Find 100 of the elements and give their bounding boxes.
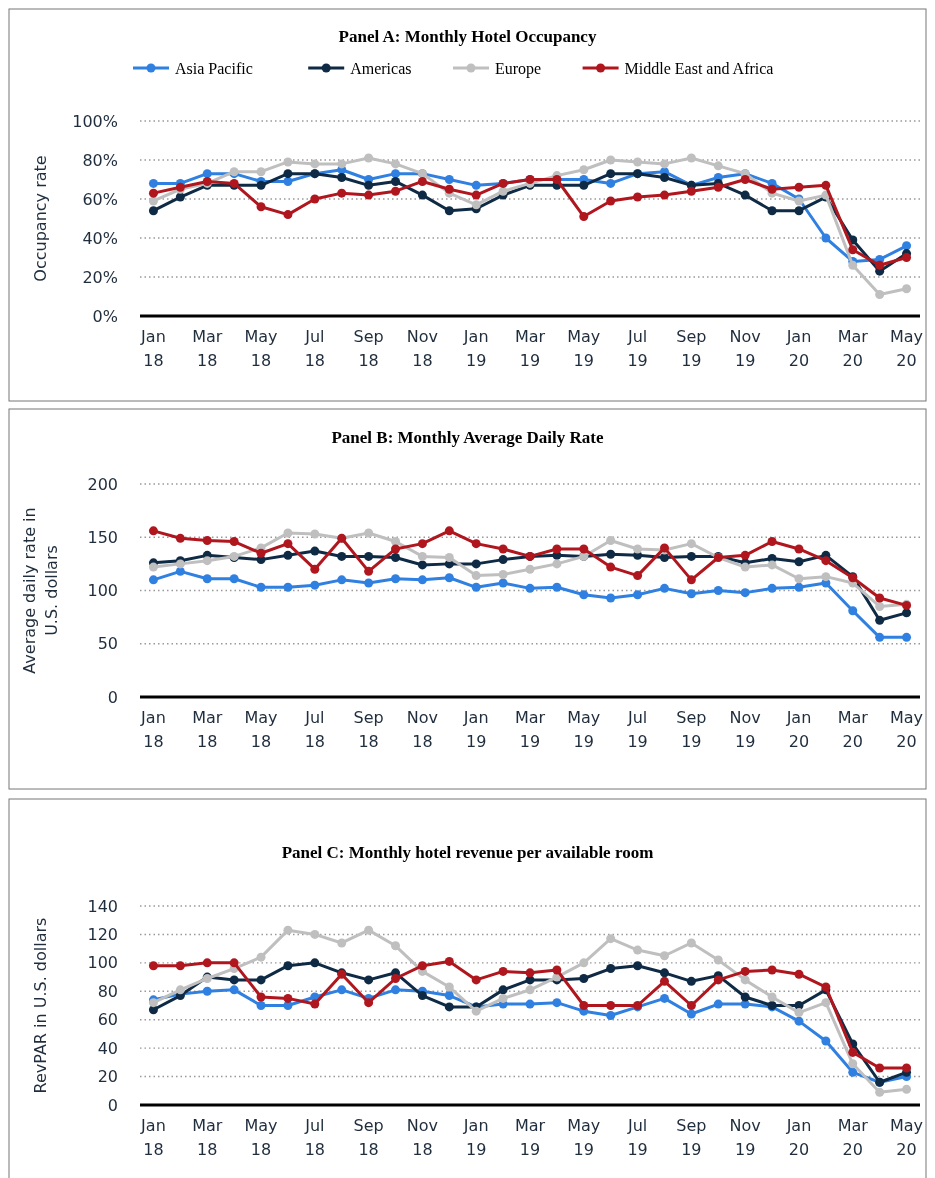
x-tick-label: Jul 19 xyxy=(626,1116,648,1159)
x-tick-label: May 19 xyxy=(567,327,601,370)
chart-title: Panel B: Monthly Average Daily Rate xyxy=(331,428,605,447)
point xyxy=(283,925,293,935)
point xyxy=(310,958,320,968)
point xyxy=(606,196,616,206)
point xyxy=(229,537,239,547)
point xyxy=(713,955,723,965)
point xyxy=(740,588,750,598)
point xyxy=(821,998,831,1008)
point xyxy=(821,180,831,190)
point xyxy=(902,632,912,642)
y-tick-label: 40% xyxy=(82,228,118,248)
point xyxy=(767,992,777,1002)
point xyxy=(633,544,643,554)
point xyxy=(794,206,804,216)
y-tick-label: 60% xyxy=(82,189,118,209)
point xyxy=(202,535,212,545)
point xyxy=(283,169,293,179)
point xyxy=(794,969,804,979)
point xyxy=(337,575,347,585)
point xyxy=(148,562,158,572)
point xyxy=(794,582,804,592)
point xyxy=(148,188,158,198)
point xyxy=(686,539,696,549)
point xyxy=(821,233,831,243)
x-tick-label: Jan 18 xyxy=(140,708,166,751)
point xyxy=(686,938,696,948)
x-tick-label: Mar 19 xyxy=(514,708,546,751)
point xyxy=(283,157,293,167)
point xyxy=(202,574,212,584)
point xyxy=(525,985,535,995)
legend-label: Asia Pacific xyxy=(175,59,253,77)
x-tick-label: Jan 20 xyxy=(785,327,812,370)
x-tick-label: Nov 18 xyxy=(406,708,439,751)
point xyxy=(875,290,885,300)
point xyxy=(417,176,427,186)
point xyxy=(659,968,669,978)
point xyxy=(310,194,320,204)
point xyxy=(740,175,750,184)
point xyxy=(686,186,696,196)
point xyxy=(686,575,696,585)
point xyxy=(391,159,401,169)
point xyxy=(579,165,589,175)
point xyxy=(633,945,643,955)
point xyxy=(552,582,562,592)
point xyxy=(229,985,239,995)
point xyxy=(848,1067,858,1077)
point xyxy=(417,991,427,1001)
x-tick-label: Jul 18 xyxy=(304,708,326,751)
point xyxy=(821,572,831,582)
point xyxy=(256,1001,266,1010)
y-tick-label: 0% xyxy=(92,306,118,326)
x-tick-label: Nov 19 xyxy=(729,1116,761,1159)
point xyxy=(902,1063,912,1073)
point xyxy=(471,975,481,985)
point xyxy=(633,571,643,581)
y-tick-label: 100% xyxy=(72,111,118,131)
point xyxy=(444,206,454,216)
x-tick-label: Mar 18 xyxy=(192,1116,223,1159)
point xyxy=(337,173,347,183)
point xyxy=(686,1001,696,1010)
point xyxy=(552,544,562,554)
point xyxy=(256,180,266,190)
point xyxy=(175,961,185,971)
y-tick-label: 100 xyxy=(87,953,118,973)
point xyxy=(606,535,616,545)
point xyxy=(579,1001,589,1010)
point xyxy=(902,241,912,251)
point xyxy=(821,1036,831,1046)
point xyxy=(713,999,723,1009)
point xyxy=(364,998,374,1008)
x-tick-label: Nov 19 xyxy=(729,708,761,751)
point xyxy=(659,190,669,200)
point xyxy=(579,590,589,600)
x-tick-label: Sep 18 xyxy=(353,327,384,370)
point xyxy=(283,961,293,971)
point xyxy=(848,1047,858,1057)
point xyxy=(740,550,750,560)
point xyxy=(417,961,427,971)
point xyxy=(794,1016,804,1026)
point xyxy=(552,559,562,569)
point xyxy=(256,202,266,212)
point xyxy=(148,526,158,536)
x-tick-label: Nov 19 xyxy=(729,327,761,370)
x-tick-label: Sep 19 xyxy=(676,1116,707,1159)
point xyxy=(686,976,696,986)
point xyxy=(633,590,643,600)
point xyxy=(767,965,777,975)
point xyxy=(283,176,293,186)
point xyxy=(659,993,669,1003)
point xyxy=(444,982,454,992)
x-tick-label: May 20 xyxy=(890,327,924,370)
point xyxy=(659,583,669,593)
x-tick-label: Jul 19 xyxy=(626,327,648,370)
x-tick-label: Jan 19 xyxy=(462,1116,489,1159)
point xyxy=(444,526,454,536)
point xyxy=(364,551,374,561)
point xyxy=(229,574,239,584)
point xyxy=(148,575,158,585)
